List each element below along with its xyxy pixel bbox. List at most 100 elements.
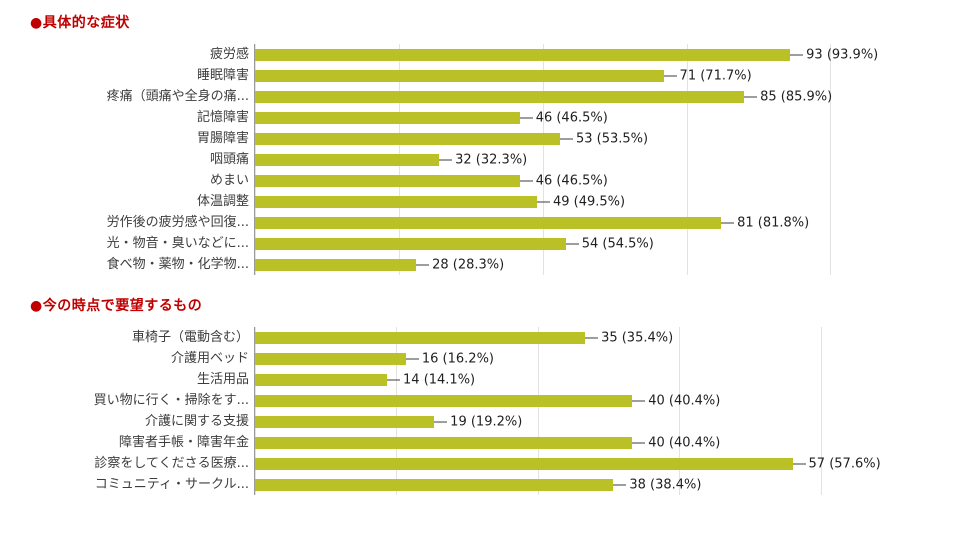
plot-area: 16 (16.2%): [254, 348, 934, 369]
bar-annotation: 49 (49.5%): [536, 194, 625, 209]
annotation-connector-line: [792, 463, 806, 464]
bar: [255, 258, 417, 271]
gridline: [830, 86, 832, 107]
gridline: [820, 474, 822, 495]
gridline: [537, 411, 539, 432]
gridline: [686, 191, 688, 212]
annotation-connector-line: [663, 75, 677, 76]
annotation-connector-line: [565, 243, 579, 244]
value-label: 46 (46.5%): [535, 173, 608, 188]
annotation-connector-line: [721, 222, 735, 223]
category-label: 障害者手帳・障害年金: [118, 435, 249, 450]
bar-annotation: 71 (71.7%): [663, 68, 752, 83]
category-label: 疲労感: [209, 47, 249, 62]
bar: [255, 195, 537, 208]
value-label: 54 (54.5%): [581, 236, 654, 251]
bar-annotation: 40 (40.4%): [632, 393, 720, 408]
gridline: [830, 44, 832, 65]
value-label: 14 (14.1%): [403, 372, 476, 387]
chart-title-requests: ●今の時点で要望するもの: [30, 298, 203, 314]
chart-row: 疼痛（頭痛や全身の痛... 85 (85.9%): [30, 86, 934, 107]
value-label: 19 (19.2%): [450, 414, 523, 429]
chart-row: 睡眠障害 71 (71.7%): [30, 65, 934, 86]
bar-annotation: 35 (35.4%): [585, 330, 673, 345]
category-label: 睡眠障害: [196, 68, 249, 83]
gridline: [686, 107, 688, 128]
gridline: [830, 191, 832, 212]
gridline: [820, 390, 822, 411]
gridline: [820, 453, 822, 474]
gridline: [679, 432, 681, 453]
bar-annotation: 32 (32.3%): [439, 152, 527, 167]
category-label: めまい: [209, 173, 249, 188]
plot-area: 35 (35.4%): [254, 327, 934, 348]
bar: [255, 132, 560, 145]
bar-annotation: 54 (54.5%): [565, 236, 654, 251]
bar-annotation: 93 (93.9%): [790, 47, 878, 62]
value-label: 71 (71.7%): [679, 68, 752, 83]
plot-area: 93 (93.9%): [254, 44, 934, 65]
annotation-connector-line: [536, 201, 550, 202]
bar-chart-requests: 車椅子（電動含む） 35 (35.4%) 介護用ベッド 16 (16.2%) 生活用品 1…: [30, 327, 934, 495]
category-label: 光・物音・臭いなどに...: [106, 236, 249, 251]
bar: [255, 153, 440, 166]
gridline: [686, 128, 688, 149]
value-label: 40 (40.4%): [648, 435, 721, 450]
category-label: 生活用品: [196, 372, 249, 387]
plot-area: 54 (54.5%): [254, 233, 934, 254]
value-label: 28 (28.3%): [432, 257, 505, 272]
bar: [255, 331, 586, 344]
value-label: 40 (40.4%): [648, 393, 721, 408]
value-label: 46 (46.5%): [535, 110, 608, 125]
chart-row: 胃腸障害 53 (53.5%): [30, 128, 934, 149]
chart-row: コミュニティ・サークル... 38 (38.4%): [30, 474, 934, 495]
gridline: [679, 390, 681, 411]
chart-row: 光・物音・臭いなどに... 54 (54.5%): [30, 233, 934, 254]
gridline: [686, 233, 688, 254]
bar-annotation: 46 (46.5%): [519, 173, 608, 188]
annotation-connector-line: [519, 180, 533, 181]
bar: [255, 90, 745, 103]
bar-annotation: 28 (28.3%): [416, 257, 504, 272]
plot-area: 32 (32.3%): [254, 149, 934, 170]
annotation-connector-line: [744, 96, 758, 97]
bar: [255, 436, 633, 449]
value-label: 35 (35.4%): [601, 330, 674, 345]
bar-annotation: 57 (57.6%): [792, 456, 881, 471]
bar-annotation: 38 (38.4%): [613, 477, 701, 492]
gridline: [542, 254, 544, 275]
category-label: 車椅子（電動含む）: [131, 330, 249, 345]
plot-area: 19 (19.2%): [254, 411, 934, 432]
bar: [255, 478, 614, 491]
bar: [255, 216, 722, 229]
gridline: [679, 327, 681, 348]
bar-annotation: 81 (81.8%): [721, 215, 809, 230]
chart-row: 介護用ベッド 16 (16.2%): [30, 348, 934, 369]
chart-row: 食べ物・薬物・化学物... 28 (28.3%): [30, 254, 934, 275]
gridline: [537, 348, 539, 369]
gridline: [830, 65, 832, 86]
value-label: 93 (93.9%): [806, 47, 879, 62]
value-label: 85 (85.9%): [760, 89, 833, 104]
chart-block-symptoms: ●具体的な症状 疲労感 93 (93.9%) 睡眠障害 71 (71.7%) 疼痛（頭痛…: [30, 12, 934, 275]
bar-annotation: 53 (53.5%): [559, 131, 648, 146]
gridline: [830, 107, 832, 128]
chart-row: 咽頭痛 32 (32.3%): [30, 149, 934, 170]
plot-area: 57 (57.6%): [254, 453, 934, 474]
chart-row: 疲労感 93 (93.9%): [30, 44, 934, 65]
gridline: [542, 170, 544, 191]
gridline: [679, 369, 681, 390]
gridline: [542, 149, 544, 170]
gridline: [830, 170, 832, 191]
bar: [255, 352, 406, 365]
annotation-connector-line: [405, 358, 419, 359]
plot-area: 53 (53.5%): [254, 128, 934, 149]
plot-area: 81 (81.8%): [254, 212, 934, 233]
chart-row: 体温調整 49 (49.5%): [30, 191, 934, 212]
bar: [255, 174, 520, 187]
gridline: [686, 170, 688, 191]
plot-area: 85 (85.9%): [254, 86, 934, 107]
value-label: 38 (38.4%): [629, 477, 702, 492]
plot-area: 49 (49.5%): [254, 191, 934, 212]
